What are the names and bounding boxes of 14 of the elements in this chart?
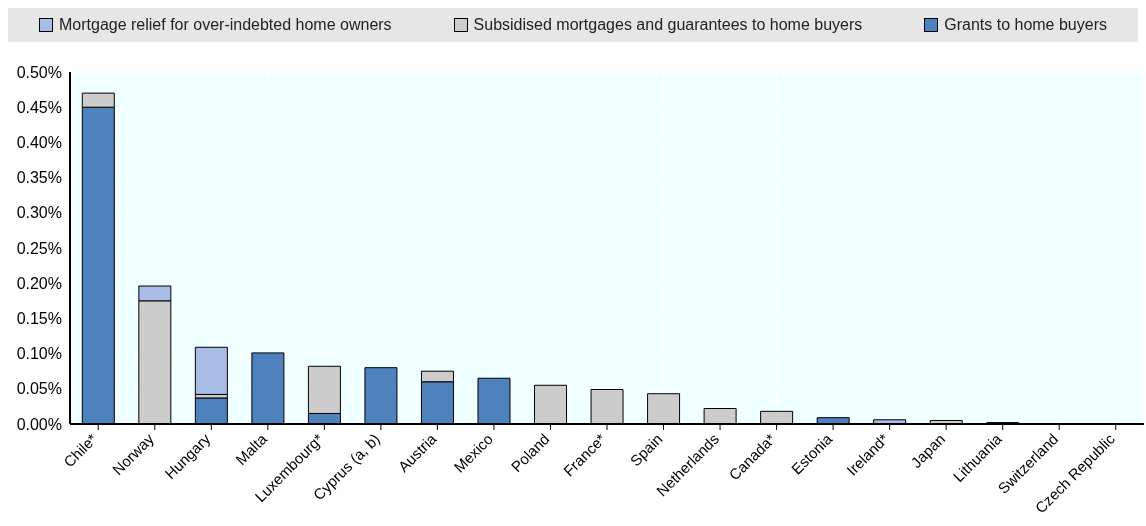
y-tick-label: 0.45%	[16, 98, 62, 116]
y-tick-label: 0.30%	[16, 204, 62, 222]
y-tick-label: 0.15%	[16, 310, 62, 328]
legend-label: Grants to home buyers	[943, 16, 1107, 34]
y-tick-label: 0.20%	[16, 274, 62, 292]
y-tick-label: 0.10%	[16, 345, 62, 363]
y-tick-label: 0.05%	[16, 380, 62, 398]
legend-label: Mortgage relief for over-indebted home owners	[58, 16, 392, 34]
y-tick-label: 0.35%	[16, 169, 62, 187]
y-tick-label: 0.25%	[16, 239, 62, 257]
y-tick-label: 0.00%	[16, 415, 62, 433]
y-tick-label: 0.40%	[16, 134, 62, 152]
y-tick-label: 0.50%	[16, 63, 62, 81]
legend-label: Subsidised mortgages and guarantees to home buyers	[472, 16, 863, 34]
